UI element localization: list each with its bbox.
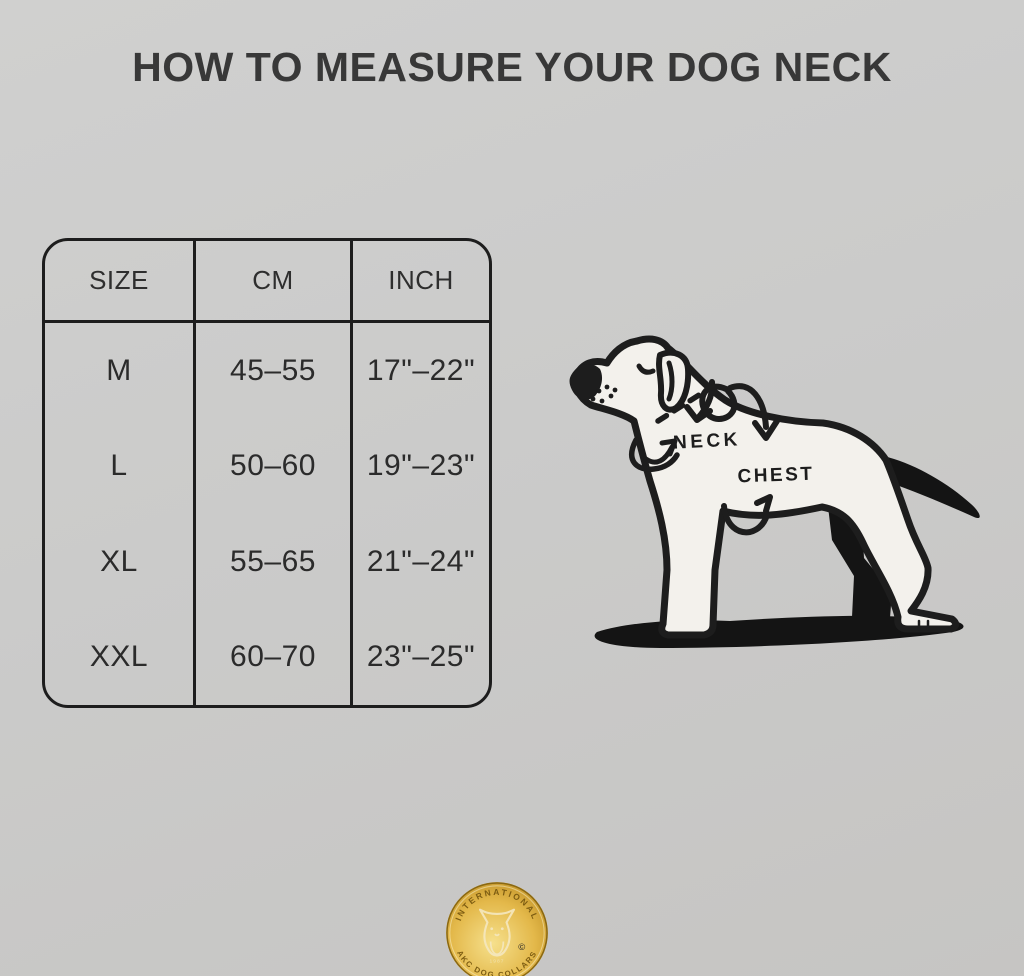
- brand-coin-badge: 1987 INTERNATIONAL AKC DOG COLLARS ©: [446, 882, 548, 976]
- pitbull-head-icon: [478, 908, 516, 957]
- table-cell-size: M: [106, 353, 132, 387]
- dog-nose: [569, 363, 603, 400]
- ear-inner-line: [666, 360, 675, 402]
- toe-marks: [917, 619, 930, 631]
- table-cell-inch: 19"–23": [350, 418, 489, 514]
- neck-label: NECK: [673, 429, 742, 454]
- table-cell-cm: 55–65: [193, 514, 350, 610]
- dog-tail: [883, 456, 980, 519]
- chest-loop: [699, 383, 738, 422]
- chest-arrowhead: [752, 418, 780, 441]
- belly-arrow: [721, 503, 770, 536]
- table-header-size: SIZE: [45, 241, 193, 323]
- muzzle-dots: [590, 384, 618, 404]
- coin-inner-ring: [449, 885, 545, 976]
- dog-measuring-illustration: NECK CHEST: [569, 335, 980, 648]
- far-rear-leg: [827, 498, 892, 618]
- table-cell-size: XXL: [89, 640, 149, 674]
- coin-face: [446, 882, 548, 976]
- chest-label: CHEST: [737, 464, 815, 488]
- neck-tape-dashed: [655, 392, 702, 424]
- table-cell-inch: 21"–24": [350, 514, 489, 610]
- neck-loop: [629, 437, 680, 472]
- table-cell-inch: 23"–25": [350, 609, 489, 705]
- table-cell-size: XL: [100, 544, 138, 578]
- table-header-inch: INCH: [350, 241, 489, 323]
- dog-eye: [636, 363, 656, 375]
- page-title: HOW TO MEASURE YOUR DOG NECK: [132, 44, 892, 90]
- badge-copyright-mark: ©: [518, 942, 525, 953]
- neck-label-arrowhead: [659, 438, 678, 457]
- chest-arrow: [727, 383, 769, 430]
- table-cell-cm: 45–55: [193, 323, 350, 419]
- table-header-cm: CM: [193, 241, 350, 323]
- belly-arrowhead: [754, 494, 773, 514]
- table-cell-cm: 60–70: [193, 609, 350, 705]
- table-cell-cm: 50–60: [193, 418, 350, 514]
- size-table: SIZE CM INCH M 45–55 17"–22" L 50–60 19"…: [42, 238, 492, 708]
- coin-rim: [446, 882, 548, 976]
- table-cell-inch: 17"–22": [350, 323, 489, 419]
- table-cell-size: L: [110, 449, 128, 483]
- badge-year: 1987: [489, 959, 504, 965]
- dog-body: [572, 335, 960, 639]
